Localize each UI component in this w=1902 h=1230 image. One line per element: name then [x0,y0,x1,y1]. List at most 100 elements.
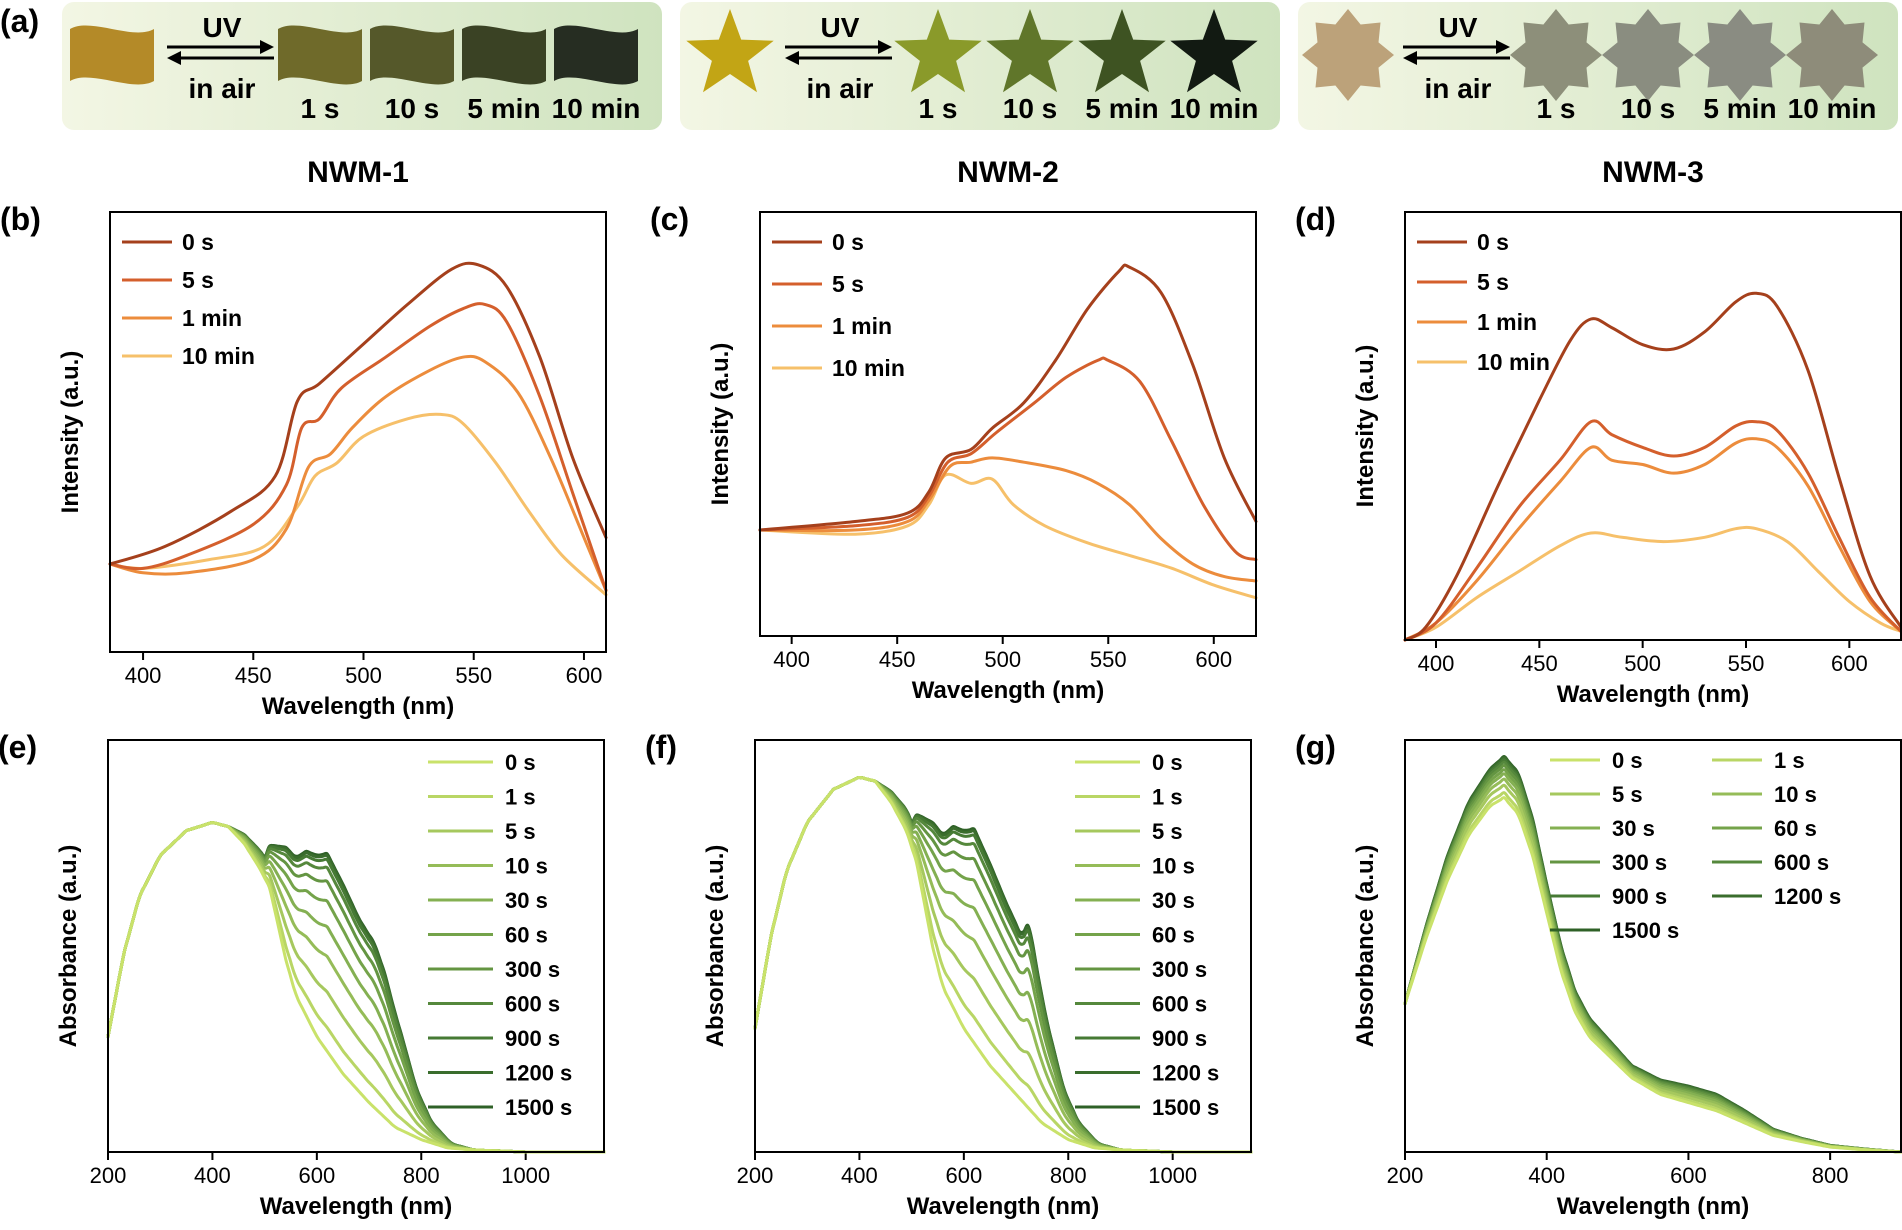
y-axis-label: Absorbance (a.u.) [55,845,82,1048]
series-lines [108,261,608,597]
sample-irradiated [1510,9,1602,101]
legend: 0 s 1 s 5 s 10 s 30 s 60 s 300 s 600 s 900 s 1200… [428,750,572,1120]
time-label: 10 min [1170,93,1259,124]
x-tick-label: 500 [345,663,382,688]
series-line [1403,525,1902,642]
sample-irradiated [278,25,362,85]
x-axis-label: Wavelength (nm) [1557,1193,1749,1220]
x-tick-label: 600 [945,1163,982,1188]
y-axis-label: Absorbance (a.u.) [1352,845,1379,1048]
chart-d: (d) NWM-3 400 450 500 550 600 Wavelength (nm) In… [1295,156,1902,708]
legend-label: 0 s [1612,748,1643,773]
series-line [758,472,1258,600]
x-tick-label: 600 [566,663,603,688]
plot-frame [1404,211,1902,641]
x-tick-label: 500 [1624,651,1661,676]
series-lines [1403,755,1902,1154]
panel-label: (d) [1295,201,1336,237]
time-label: 5 min [1703,93,1776,124]
panel-a: UV in air 1 s 10 s 5 min 10 min UV in air 1 s 10 … [62,2,1898,130]
legend-label: 10 s [505,854,548,879]
time-label: 10 min [1788,93,1877,124]
in-air-label: in air [807,73,874,104]
legend-label: 600 s [505,992,560,1017]
legend-label: 10 s [1774,782,1817,807]
panel-a-label: (a) [0,3,39,39]
chart-c: (c) NWM-2 400 450 500 550 600 Wavelength (nm) In… [650,156,1258,704]
time-label: 10 s [1003,93,1058,124]
x-tick-label: 200 [1387,1163,1424,1188]
x-tick-label: 800 [403,1163,440,1188]
x-tick-label: 800 [1812,1163,1849,1188]
series-line [108,412,608,597]
legend-label: 5 s [182,267,214,293]
legend-label: 1 min [1477,309,1537,335]
sample-strip: UV in air 1 s 10 s 5 min 10 min [680,2,1280,130]
legend-label: 1 s [1774,748,1805,773]
time-label: 1 s [1537,93,1576,124]
legend-label: 600 s [1152,992,1207,1017]
series-line [758,263,1258,532]
time-label: 10 s [385,93,440,124]
arrow-right-head [878,40,892,54]
legend-label: 300 s [505,957,560,982]
sample-irradiated [370,25,454,85]
panel-label: (c) [650,201,689,237]
y-axis-label: Absorbance (a.u.) [702,845,729,1048]
x-axis-label: Wavelength (nm) [1557,681,1749,708]
x-tick-label: 400 [1528,1163,1565,1188]
x-axis-label: Wavelength (nm) [912,677,1104,704]
series-line [108,354,608,592]
series-line [1403,796,1902,1154]
panel-label: (g) [1295,729,1336,765]
arrow-left-head [167,51,181,65]
series-line [108,302,608,592]
legend-label: 0 s [1152,750,1183,775]
plot-frame [109,211,607,653]
uv-label: UV [203,12,242,43]
x-tick-label: 550 [455,663,492,688]
series-line [758,456,1258,583]
sample-strip: UV in air 1 s 10 s 5 min 10 min [62,2,662,130]
sample-irradiated [1786,9,1878,101]
time-label: 1 s [919,93,958,124]
legend-label: 300 s [1612,850,1667,875]
panel-label: (e) [0,729,37,765]
legend-label: 0 s [1477,229,1509,255]
x-tick-label: 450 [1521,651,1558,676]
legend-label: 10 s [1152,854,1195,879]
plot-frame [1404,739,1902,1153]
legend-label: 1200 s [1152,1061,1219,1086]
chart-e: (e) 200 400 600 800 1000 Wavelength (nm) Absorb… [0,729,606,1220]
x-tick-label: 400 [194,1163,231,1188]
time-label: 5 min [1085,93,1158,124]
panel-label: (b) [0,201,41,237]
legend-label: 10 min [182,343,255,369]
x-tick-label: 400 [125,663,162,688]
x-tick-label: 800 [1050,1163,1087,1188]
legend-label: 10 min [832,355,905,381]
sample-irradiated [1694,9,1786,101]
legend-label: 30 s [505,888,548,913]
plot-frame [107,739,605,1153]
y-axis-label: Intensity (a.u.) [57,351,84,514]
uv-label: UV [821,12,860,43]
legend-label: 60 s [1152,923,1195,948]
sample-irradiated [1602,9,1694,101]
legend-label: 1200 s [1774,884,1841,909]
x-tick-label: 450 [235,663,272,688]
sample-strip: UV in air 1 s 10 s 5 min 10 min [1298,2,1898,130]
legend-label: 0 s [832,229,864,255]
plot-frame [759,211,1257,637]
in-air-label: in air [1425,73,1492,104]
legend-label: 600 s [1774,850,1829,875]
sample-irradiated [462,25,546,85]
legend-label: 1200 s [505,1061,572,1086]
x-tick-label: 600 [1670,1163,1707,1188]
time-label: 10 min [552,93,641,124]
legend-label: 30 s [1152,888,1195,913]
x-axis-label: Wavelength (nm) [260,1193,452,1220]
legend-label: 1 s [1152,785,1183,810]
legend-label: 1 s [505,785,536,810]
